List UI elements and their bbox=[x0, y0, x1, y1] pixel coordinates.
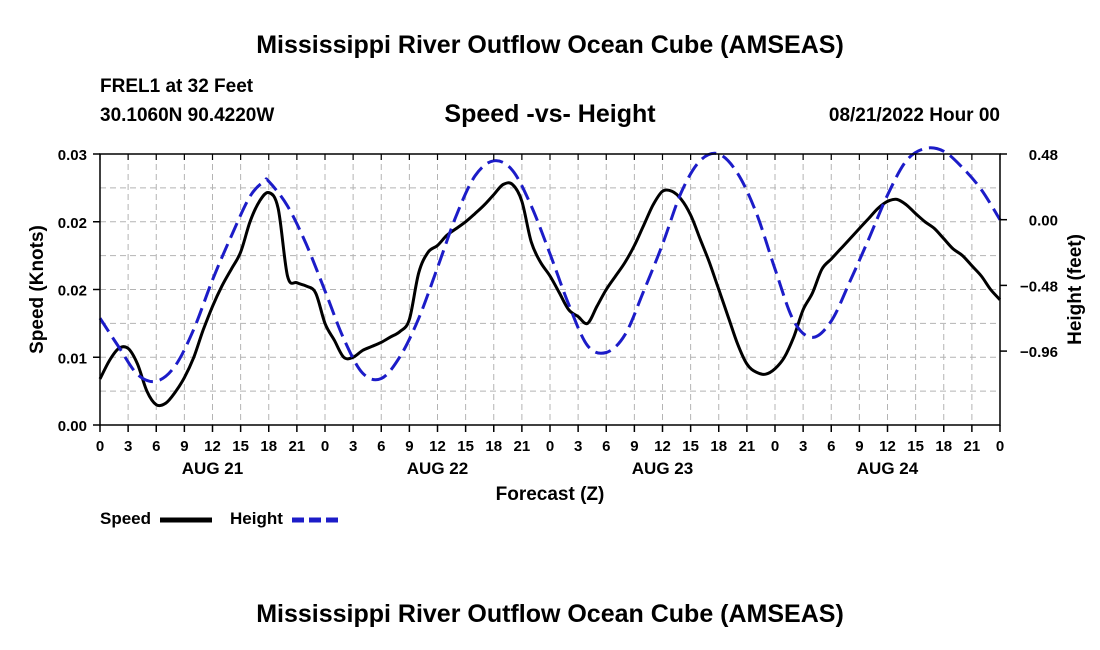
series-line-height bbox=[98, 146, 1002, 384]
grid bbox=[100, 154, 1000, 425]
x-tick-label: 18 bbox=[260, 438, 277, 455]
x-tick-label: 0 bbox=[996, 438, 1004, 455]
chart-title: Mississippi River Outflow Ocean Cube (AM… bbox=[256, 31, 844, 59]
y2-axis-label: Height (feet) bbox=[1065, 234, 1086, 345]
x-tick-label: 21 bbox=[514, 438, 531, 455]
x-tick-label: 9 bbox=[630, 438, 638, 455]
day-label: AUG 22 bbox=[407, 459, 468, 478]
x-tick-label: 6 bbox=[602, 438, 610, 455]
x-tick-label: 12 bbox=[429, 438, 446, 455]
x-tick-label: 18 bbox=[710, 438, 727, 455]
x-tick-label: 6 bbox=[152, 438, 160, 455]
x-tick-label: 0 bbox=[321, 438, 329, 455]
x-tick-label: 3 bbox=[799, 438, 807, 455]
x-tick-label: 21 bbox=[289, 438, 306, 455]
y2-tick-label: −0.96 bbox=[1020, 344, 1058, 361]
x-tick-label: 0 bbox=[771, 438, 779, 455]
y-tick-label: 0.02 bbox=[58, 215, 87, 232]
x-tick-label: 21 bbox=[964, 438, 981, 455]
x-tick-label: 9 bbox=[855, 438, 863, 455]
day-label: AUG 24 bbox=[857, 459, 919, 478]
axes: 0 3 6 9 12 15 18 21 0 3 6 9 12 15 18 21 0 3 6 9 12 15 18 21 0 3 6 9… bbox=[58, 147, 1058, 478]
second-chart-title: Mississippi River Outflow Ocean Cube (AM… bbox=[256, 600, 844, 628]
x-tick-label: 18 bbox=[485, 438, 502, 455]
x-tick-label: 6 bbox=[827, 438, 835, 455]
y-tick-label: 0.02 bbox=[58, 283, 87, 300]
x-tick-label: 9 bbox=[405, 438, 413, 455]
x-tick-label: 15 bbox=[682, 438, 699, 455]
x-tick-label: 3 bbox=[349, 438, 357, 455]
x-tick-label: 6 bbox=[377, 438, 385, 455]
series-layer bbox=[98, 146, 1002, 408]
legend-height-label: Height bbox=[230, 509, 283, 528]
x-tick-label: 3 bbox=[574, 438, 582, 455]
x-tick-label: 21 bbox=[739, 438, 756, 455]
station-label: FREL1 at 32 Feet bbox=[100, 76, 254, 97]
x-tick-label: 12 bbox=[654, 438, 671, 455]
x-tick-label: 15 bbox=[457, 438, 474, 455]
y-axis-label: Speed (Knots) bbox=[27, 225, 48, 354]
day-label: AUG 23 bbox=[632, 459, 693, 478]
x-tick-label: 9 bbox=[180, 438, 188, 455]
y-tick-label: 0.03 bbox=[58, 147, 87, 164]
y-tick-label: 0.00 bbox=[58, 418, 87, 435]
x-tick-label: 15 bbox=[907, 438, 924, 455]
chart-subtitle: Speed -vs- Height bbox=[444, 100, 656, 128]
x-tick-label: 12 bbox=[204, 438, 221, 455]
day-label: AUG 21 bbox=[182, 459, 243, 478]
y2-tick-label: 0.48 bbox=[1029, 147, 1058, 164]
y2-tick-label: 0.00 bbox=[1029, 213, 1058, 230]
x-tick-label: 0 bbox=[96, 438, 104, 455]
x-axis-label: Forecast (Z) bbox=[496, 484, 605, 505]
legend-speed-label: Speed bbox=[100, 509, 152, 528]
y2-tick-label: −0.48 bbox=[1020, 278, 1058, 295]
coordinates-label: 30.1060N 90.4220W bbox=[100, 105, 275, 126]
x-tick-label: 18 bbox=[935, 438, 952, 455]
y-tick-label: 0.01 bbox=[58, 350, 87, 367]
x-tick-label: 3 bbox=[124, 438, 132, 455]
x-tick-label: 0 bbox=[546, 438, 554, 455]
x-tick-label: 15 bbox=[232, 438, 249, 455]
series-line-speed bbox=[98, 181, 1002, 408]
forecast-datetime: 08/21/2022 Hour 00 bbox=[828, 105, 1000, 126]
x-tick-label: 12 bbox=[879, 438, 896, 455]
